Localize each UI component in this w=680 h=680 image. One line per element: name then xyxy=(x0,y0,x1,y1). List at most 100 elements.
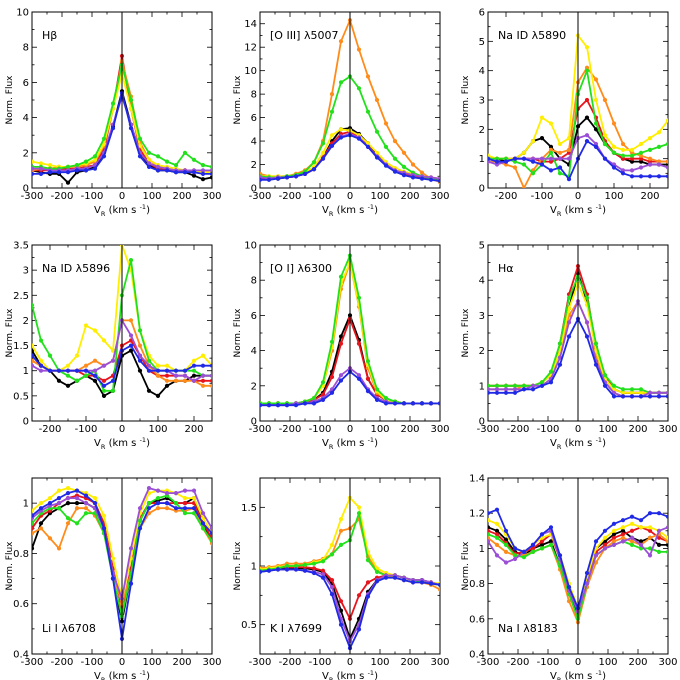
data-point-blue xyxy=(302,568,308,573)
x-tick-label: 0 xyxy=(575,657,581,668)
data-point-purple xyxy=(155,488,161,493)
x-tick-label: -100 xyxy=(309,191,332,202)
data-point-blue xyxy=(629,394,635,399)
data-point-blue xyxy=(437,401,440,406)
data-point-blue xyxy=(74,368,80,373)
data-point-purple xyxy=(512,556,518,562)
data-point-green xyxy=(173,163,179,168)
data-point-orange xyxy=(128,318,134,323)
y-tick-label: 2 xyxy=(251,381,257,392)
y-axis-label: Norm. Flux xyxy=(461,541,471,591)
data-point-black xyxy=(74,501,80,506)
data-point-blue xyxy=(383,401,389,406)
data-point-blue xyxy=(101,154,107,159)
data-point-yellow xyxy=(47,163,53,168)
data-point-blue xyxy=(566,177,572,182)
data-point-blue xyxy=(383,575,389,580)
data-point-black xyxy=(101,393,107,398)
data-point-purple xyxy=(647,162,653,167)
y-tick-label: 2 xyxy=(251,160,257,171)
x-tick-label: 100 xyxy=(370,657,389,668)
data-point-green xyxy=(65,373,71,378)
y-axis-label: Norm. Flux xyxy=(5,541,15,591)
data-point-blue xyxy=(284,403,290,408)
data-point-green xyxy=(602,141,608,147)
data-point-blue xyxy=(101,526,107,531)
data-point-blue xyxy=(488,390,491,395)
data-point-blue xyxy=(56,170,62,175)
y-tick-label: 5 xyxy=(479,241,485,252)
data-point-orange xyxy=(521,185,527,188)
y-tick-label: 0.6 xyxy=(13,599,29,610)
data-point-yellow xyxy=(191,496,197,501)
data-point-purple xyxy=(530,383,536,388)
data-point-purple xyxy=(110,358,116,363)
data-point-purple xyxy=(173,491,179,496)
data-point-green xyxy=(494,156,500,161)
data-point-yellow xyxy=(338,517,344,522)
data-point-blue xyxy=(512,546,518,551)
data-point-purple xyxy=(593,553,599,558)
data-point-green xyxy=(539,380,545,385)
data-point-orange xyxy=(656,159,662,164)
data-point-black xyxy=(584,115,590,120)
data-point-green xyxy=(488,383,491,388)
x-tick-label: 200 xyxy=(400,424,419,435)
y-tick-label: 10 xyxy=(244,241,257,252)
y-tick-label: 14 xyxy=(244,19,257,30)
y-axis-label: Norm. Flux xyxy=(233,75,243,125)
panel-label: Hβ xyxy=(42,29,57,42)
data-point-black xyxy=(338,334,344,339)
data-point-blue xyxy=(521,549,527,555)
data-point-orange xyxy=(182,378,188,383)
x-tick-label: 100 xyxy=(598,657,617,668)
data-point-orange xyxy=(638,153,644,158)
data-point-green xyxy=(338,274,344,279)
data-point-yellow xyxy=(530,139,536,144)
data-point-purple xyxy=(38,166,44,171)
x-tick-label: 300 xyxy=(430,191,449,202)
data-point-green xyxy=(200,526,206,531)
data-point-purple xyxy=(665,525,668,530)
x-tick-label: -200 xyxy=(507,424,530,435)
y-tick-label: 0.6 xyxy=(469,614,485,625)
data-point-blue xyxy=(410,175,416,180)
data-point-blue xyxy=(320,156,326,161)
data-point-black xyxy=(656,542,662,548)
data-point-orange xyxy=(503,549,509,555)
data-point-green xyxy=(56,506,62,511)
x-tick-label: -300 xyxy=(21,191,44,202)
data-point-yellow xyxy=(32,159,35,164)
data-point-black xyxy=(638,539,644,544)
x-tick-label: -300 xyxy=(477,424,500,435)
data-point-green xyxy=(374,569,380,575)
data-point-yellow xyxy=(665,118,668,123)
x-tick-label: -300 xyxy=(249,657,272,668)
data-point-blue xyxy=(65,491,71,496)
data-point-yellow xyxy=(521,150,527,155)
data-point-blue xyxy=(620,171,626,176)
data-point-blue xyxy=(557,165,563,170)
data-point-blue xyxy=(401,173,407,178)
y-tick-label: 0.8 xyxy=(469,579,485,590)
panel-label: [O I] λ6300 xyxy=(270,262,332,275)
x-tick-label: -100 xyxy=(537,424,560,435)
data-point-purple xyxy=(647,390,653,395)
data-point-blue xyxy=(392,575,398,580)
y-tick-label: 6 xyxy=(23,78,29,89)
x-tick-label: -200 xyxy=(279,657,302,668)
data-point-red xyxy=(638,156,644,161)
data-point-red xyxy=(329,374,335,380)
x-tick-label: -100 xyxy=(531,191,554,202)
data-point-orange xyxy=(338,528,344,533)
data-point-red xyxy=(548,159,554,164)
data-point-blue xyxy=(593,539,599,544)
x-tick-label: -200 xyxy=(39,424,62,435)
y-tick-label: 10 xyxy=(244,66,257,77)
data-point-green xyxy=(356,86,362,91)
data-point-orange xyxy=(338,39,344,44)
data-point-green xyxy=(32,303,35,308)
data-point-orange xyxy=(437,587,440,592)
data-point-green xyxy=(656,549,662,555)
data-point-blue xyxy=(32,353,35,358)
